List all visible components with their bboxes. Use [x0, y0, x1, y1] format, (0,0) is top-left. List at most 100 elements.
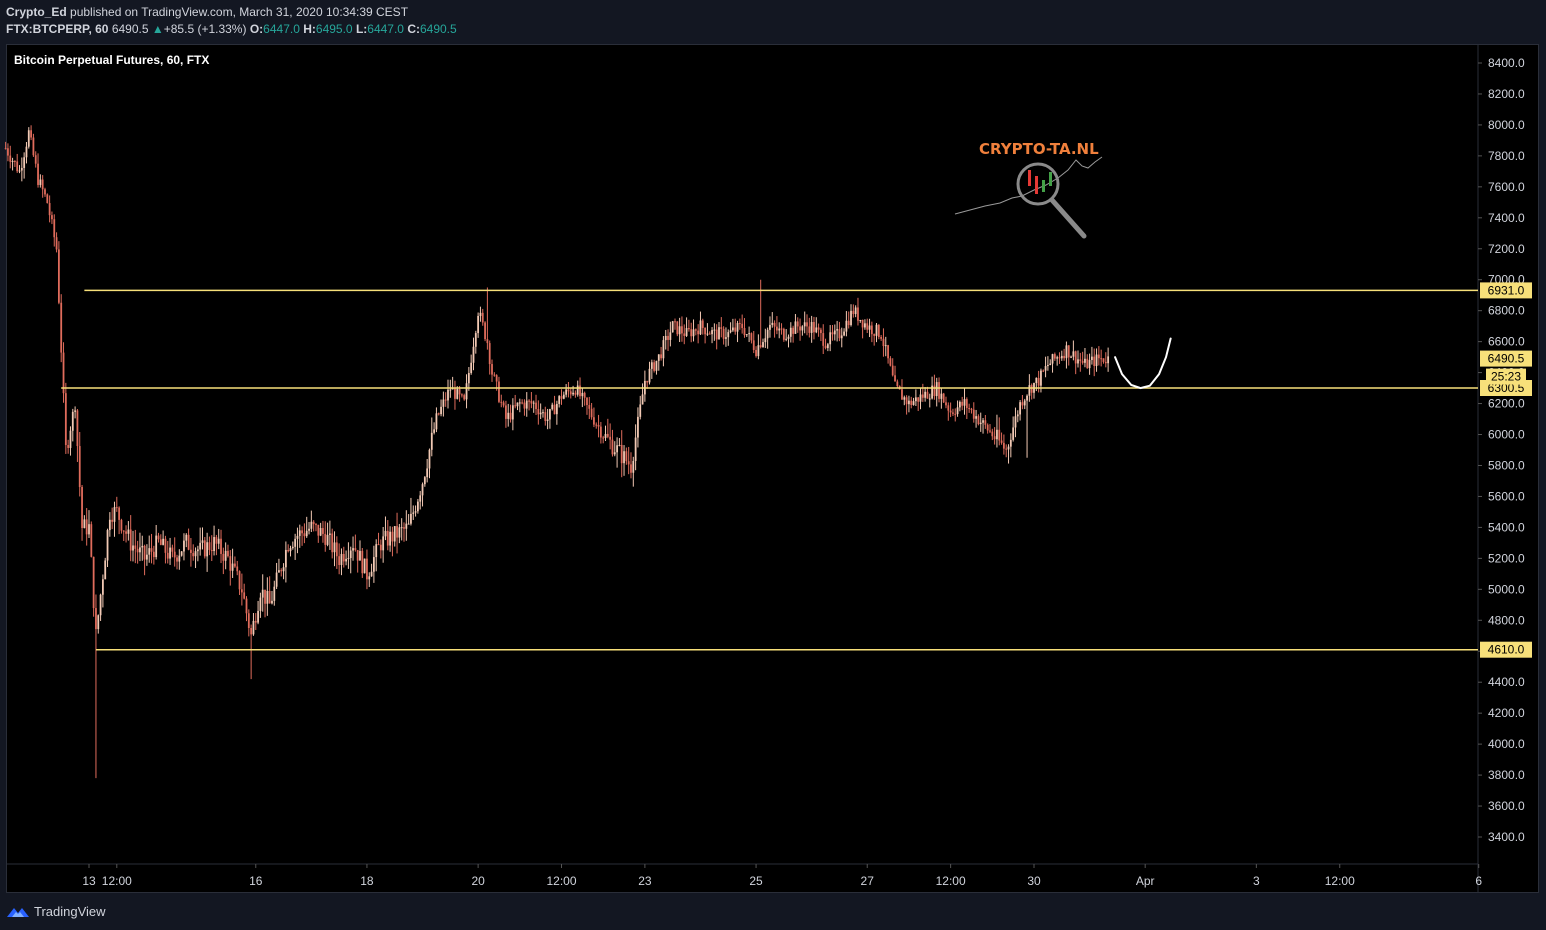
candle-body — [778, 328, 781, 331]
candle-body — [868, 325, 871, 330]
candle-body — [745, 334, 748, 336]
candle-body — [509, 412, 512, 420]
candle-body — [854, 307, 857, 315]
candle-body — [30, 130, 32, 138]
candle-body — [375, 544, 378, 558]
price-chart[interactable]: Bitcoin Perpetual Futures, 60, FTX CRYPT… — [0, 0, 1546, 895]
candle-body — [335, 542, 338, 557]
candle-body — [227, 550, 229, 557]
candle-body — [85, 519, 88, 535]
candle-body — [528, 400, 530, 402]
candle-body — [491, 364, 493, 375]
candle-body — [1005, 448, 1008, 450]
candle-body — [338, 556, 341, 565]
symbol-label[interactable]: FTX:BTCPERP, 60 — [6, 22, 109, 36]
candle-body — [776, 326, 778, 331]
time-axis[interactable]: 13 12:00 16 18 20 12:00 23 25 27 12:00 30 Apr 3 12:00… — [82, 864, 1482, 888]
candle-body — [952, 412, 954, 414]
author-name[interactable]: Crypto_Ed — [6, 5, 67, 19]
candle-body — [824, 345, 827, 349]
candle-body — [982, 420, 984, 423]
candle-body — [938, 382, 940, 399]
candle-body — [650, 362, 653, 369]
candle-body — [963, 399, 966, 406]
candle-body — [190, 549, 192, 553]
candle-body — [569, 391, 572, 395]
candle-body — [1042, 370, 1045, 372]
candle-body — [136, 548, 139, 553]
candle-body — [660, 354, 662, 359]
change-up-icon: ▲ — [151, 22, 164, 36]
watermark-candle-icon — [1042, 180, 1045, 192]
candle-body — [840, 335, 843, 339]
price-axis[interactable]: 8400.0 8200.0 8000.0 7800.0 7600.0 7400.0 7200… — [1478, 56, 1525, 844]
candle-body — [379, 544, 382, 551]
candle-body — [558, 396, 561, 404]
candle-body — [894, 375, 896, 382]
candle-body — [970, 408, 973, 410]
candle-body — [349, 550, 352, 559]
candle-body — [949, 410, 952, 413]
candle-body — [139, 547, 141, 553]
candle-body — [975, 416, 977, 419]
candle-body — [905, 397, 908, 405]
candle-body — [317, 524, 320, 536]
candle-body — [81, 487, 83, 529]
candle-body — [210, 549, 213, 552]
level-price-label: 4610.0 — [1488, 643, 1525, 657]
candle-body — [991, 431, 994, 437]
candle-body — [725, 337, 727, 339]
candle-body — [826, 344, 829, 349]
candle-body — [57, 249, 60, 303]
candle-body — [474, 333, 477, 347]
candle-body — [78, 446, 81, 488]
candle-body — [655, 360, 658, 371]
price-tick-label: 5400.0 — [1488, 520, 1525, 534]
time-tick-label: 27 — [861, 874, 875, 888]
candle-body — [857, 307, 859, 321]
candle-body — [697, 330, 700, 335]
candle-body — [231, 563, 234, 571]
candle-body — [706, 333, 709, 335]
candle-body — [843, 331, 845, 336]
tradingview-logo-icon[interactable] — [6, 904, 30, 920]
candle-body — [813, 321, 815, 333]
candle-body — [1046, 365, 1049, 367]
candle-body — [555, 403, 558, 415]
candle-body — [39, 179, 42, 185]
candle-body — [477, 315, 480, 334]
footer-brand[interactable]: TradingView — [34, 904, 106, 919]
candle-body — [178, 555, 181, 562]
candle-body — [1026, 395, 1028, 401]
candle-body — [1091, 356, 1093, 361]
candle-body — [410, 513, 412, 524]
candle-body — [250, 627, 253, 635]
candle-body — [456, 389, 459, 399]
low-value: 6447.0 — [367, 22, 404, 36]
candle-body — [1044, 366, 1047, 371]
candle-body — [113, 507, 116, 522]
symbol-info: FTX:BTCPERP, 60 6490.5 ▲+85.5 (+1.33%) O… — [6, 22, 457, 36]
current-price-label: 6490.5 — [1488, 352, 1525, 366]
projection-curve[interactable] — [1114, 337, 1172, 390]
candle-body — [13, 160, 16, 162]
candle-body — [32, 137, 35, 156]
time-tick-label: 16 — [249, 874, 263, 888]
candle-body — [143, 545, 146, 560]
candle-body — [762, 342, 764, 348]
candle-body — [789, 327, 792, 337]
countdown-tag — [1486, 368, 1526, 385]
candle-body — [606, 433, 609, 437]
candle-body — [1095, 354, 1098, 367]
candle-body — [565, 389, 568, 395]
candle-body — [208, 542, 211, 550]
candle-body — [315, 524, 317, 526]
candle-body — [180, 551, 183, 556]
candle-body — [996, 429, 998, 440]
candle-body — [1063, 355, 1066, 359]
candle-body — [518, 402, 521, 404]
candle-body — [90, 524, 93, 557]
candle-body — [23, 157, 26, 168]
chart-frame[interactable] — [6, 44, 1539, 893]
candle-body — [294, 538, 297, 547]
